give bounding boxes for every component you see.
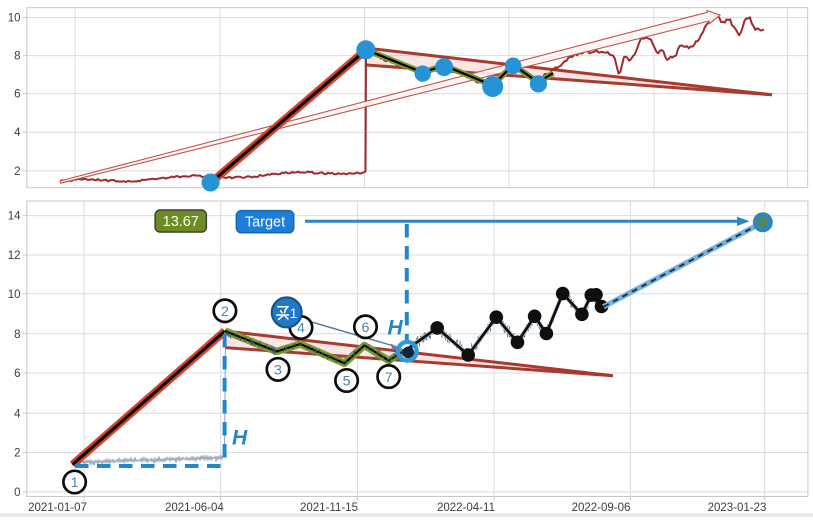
- svg-text:8: 8: [14, 329, 20, 341]
- svg-text:12: 12: [8, 250, 21, 262]
- svg-text:2022-09-06: 2022-09-06: [572, 502, 631, 514]
- svg-text:2023-01-23: 2023-01-23: [708, 502, 767, 514]
- svg-text:1: 1: [290, 306, 298, 321]
- svg-text:2: 2: [14, 166, 20, 178]
- svg-text:13.67: 13.67: [163, 214, 199, 230]
- svg-text:6: 6: [362, 320, 370, 336]
- svg-text:2: 2: [14, 448, 20, 460]
- svg-text:4: 4: [14, 408, 21, 420]
- svg-text:14: 14: [8, 211, 21, 223]
- svg-text:2021-01-07: 2021-01-07: [28, 502, 87, 514]
- svg-text:H: H: [388, 317, 404, 340]
- svg-text:Target: Target: [245, 215, 285, 231]
- svg-text:5: 5: [343, 374, 351, 390]
- svg-text:7: 7: [385, 370, 393, 386]
- svg-text:3: 3: [274, 363, 282, 379]
- svg-text:2021-06-04: 2021-06-04: [165, 502, 224, 514]
- svg-text:2021-11-15: 2021-11-15: [300, 502, 358, 514]
- svg-text:6: 6: [14, 89, 20, 101]
- svg-text:0: 0: [14, 487, 20, 499]
- svg-text:2022-04-11: 2022-04-11: [437, 502, 495, 514]
- svg-text:H: H: [232, 427, 248, 450]
- svg-text:8: 8: [14, 51, 20, 63]
- svg-text:4: 4: [14, 127, 21, 139]
- svg-text:10: 10: [8, 13, 21, 25]
- svg-text:10: 10: [8, 289, 21, 301]
- svg-text:2: 2: [221, 304, 229, 320]
- svg-text:1: 1: [71, 475, 79, 491]
- svg-text:4: 4: [297, 321, 305, 337]
- svg-text:6: 6: [14, 368, 20, 380]
